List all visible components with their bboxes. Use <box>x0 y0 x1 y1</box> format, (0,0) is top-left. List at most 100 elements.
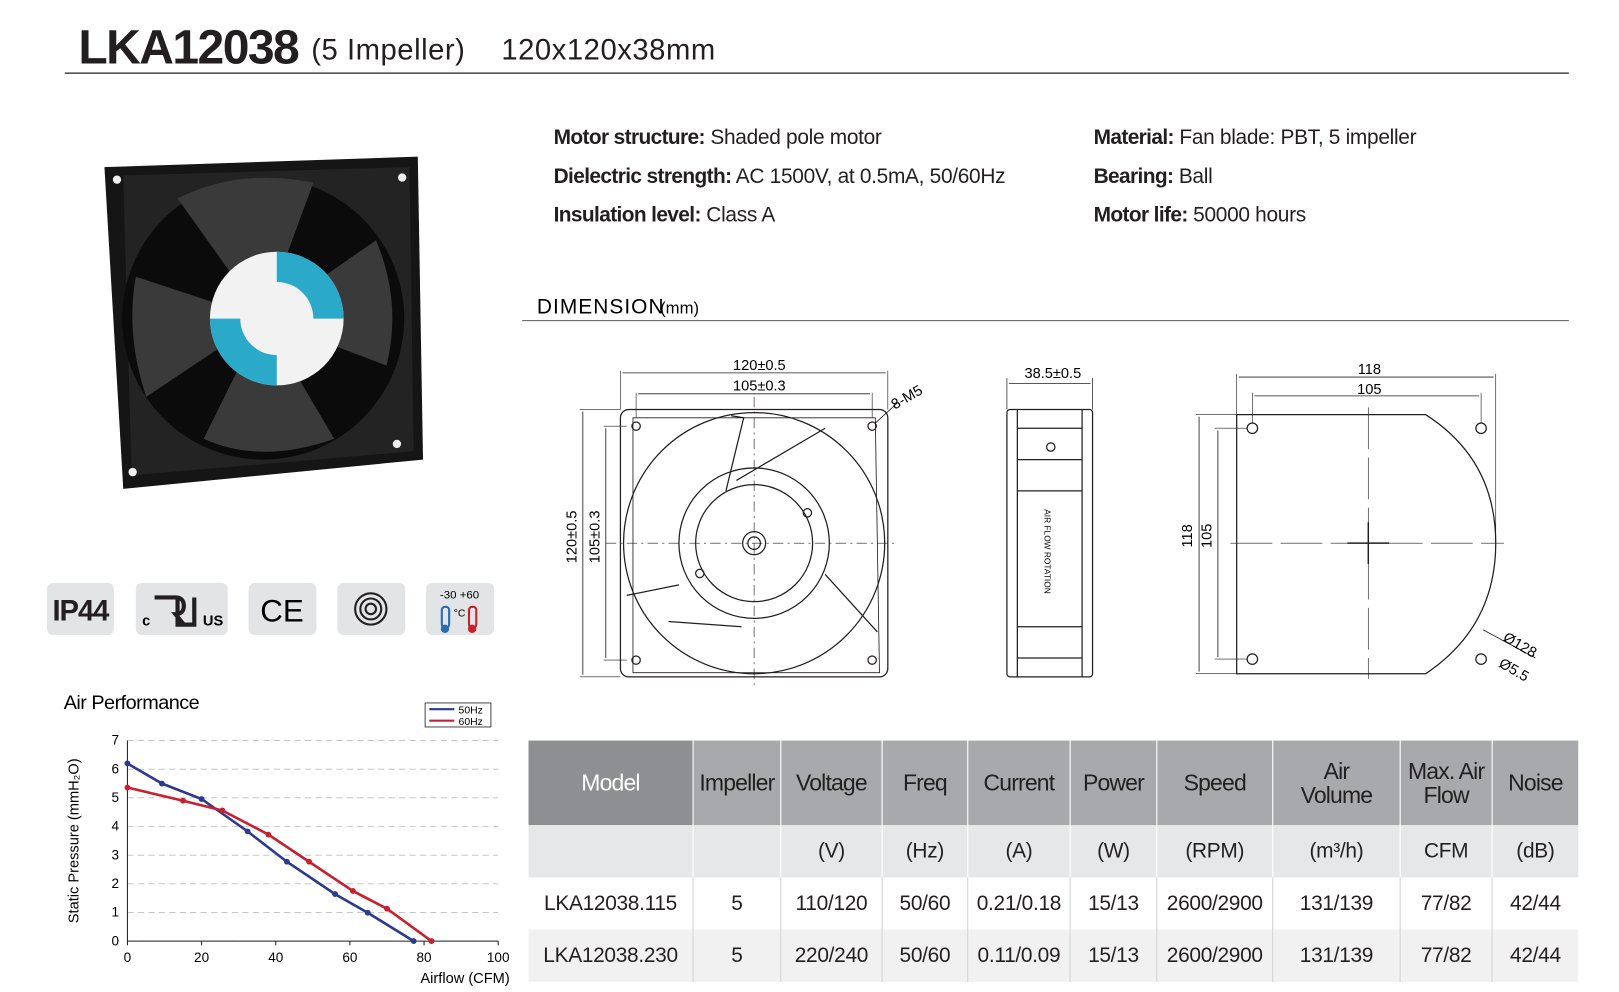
header-text: Voltage <box>796 769 868 796</box>
table-cell: (V) <box>780 825 883 878</box>
dim-label: 118 <box>1358 362 1381 378</box>
legend-label: 60Hz <box>459 717 483 728</box>
model-title: LKA12038 <box>78 19 299 75</box>
data-point <box>332 891 339 898</box>
data-point <box>124 784 131 791</box>
y-tick-label: 6 <box>112 761 120 776</box>
table-cell: 2600/2900 <box>1156 877 1273 930</box>
table-cell: 42/44 <box>1491 877 1579 930</box>
cell-text: 2600/2900 <box>1166 943 1263 967</box>
table-cell: (A) <box>967 825 1071 878</box>
table-cell: Freq <box>881 740 968 826</box>
header-text: Max. Air Flow <box>1407 757 1485 808</box>
spec-value: Fan blade: PBT, 5 impeller <box>1179 126 1417 150</box>
size: 120x120x38mm <box>501 33 716 66</box>
dimension-unit: (mm) <box>660 298 699 317</box>
data-point <box>244 828 251 835</box>
data-point <box>283 858 290 865</box>
table-cell: Max. Air Flow <box>1399 740 1493 826</box>
x-tick-label: 100 <box>487 950 510 965</box>
header-text: Noise <box>1508 769 1563 796</box>
spec-value: 50000 hours <box>1193 203 1306 227</box>
cell-text: 131/139 <box>1299 943 1374 967</box>
badge-ul-c: c <box>142 614 150 630</box>
dim-label: 105 <box>1200 524 1216 548</box>
cell-text: 110/120 <box>795 891 868 915</box>
cell-text: 0.11/0.09 <box>977 943 1061 967</box>
data-point <box>265 831 272 838</box>
spec-value: Shaded pole motor <box>710 126 882 150</box>
spec-value: Ball <box>1178 165 1213 189</box>
badge-ip: IP44 <box>52 595 110 627</box>
table-row: (V) (Hz) (A) (W) (RPM) (m³/h) CFM (dB) <box>528 825 1579 878</box>
series-line <box>126 762 415 943</box>
spec-value: Class A <box>706 203 775 227</box>
spec-value: AC 1500V, at 0.5mA, 50/60Hz <box>735 165 1006 189</box>
chart-title: Air Performance <box>64 692 200 714</box>
series-line <box>127 786 433 943</box>
header-text: Freq <box>902 769 948 796</box>
badge-ul-us: US <box>203 614 224 630</box>
dim-label: 38.5±0.5 <box>1024 366 1081 382</box>
dim-label: 118 <box>1180 524 1196 547</box>
data-point <box>219 807 226 814</box>
table-cell: 5 <box>692 877 781 930</box>
table-cell: 5 <box>692 929 781 982</box>
cell-text: 50/60 <box>899 943 951 967</box>
cell-text: 131/139 <box>1299 891 1374 915</box>
badge-temp-unit: °C <box>454 608 466 619</box>
badge-ce: CE <box>260 593 304 628</box>
cell-text: (m³/h) <box>1309 839 1364 863</box>
table-cell: Noise <box>1491 740 1579 826</box>
header-text: Model <box>581 769 640 796</box>
dim-label: 105±0.3 <box>588 511 604 564</box>
header-text: Speed <box>1183 769 1247 796</box>
table-row: LKA12038.115 5 110/120 50/60 0.21/0.18 15/13 2… <box>529 877 1579 930</box>
cell-text: (W) <box>1097 839 1130 863</box>
table-cell: 0.11/0.09 <box>967 929 1071 982</box>
data-point <box>306 858 313 865</box>
dimension-heading: DIMENSION <box>537 295 665 318</box>
table-cell: 131/139 <box>1272 929 1401 982</box>
data-point <box>198 796 205 802</box>
table-cell: Voltage <box>780 740 883 826</box>
data-point <box>410 938 417 945</box>
cell-text: 77/82 <box>1420 891 1472 915</box>
table-cell: Air Volume <box>1272 740 1401 826</box>
y-axis-label: Static Pressure (mmH₂O) <box>66 758 82 923</box>
table-cell: (Hz) <box>881 825 968 878</box>
cell-text: 5 <box>731 943 743 967</box>
back-view <box>1195 373 1536 679</box>
cell-text: 5 <box>731 891 743 915</box>
cell-text: 77/82 <box>1420 943 1472 967</box>
air-performance-chart: Air Performance 0 1 2 3 4 5 6 7 0 20 40 60 80 100 Airfl… <box>64 692 510 987</box>
x-tick-label: 80 <box>417 950 433 965</box>
y-tick-label: 0 <box>112 933 120 948</box>
dim-label: 120±0.5 <box>565 511 581 564</box>
table-cell: CFM <box>1399 825 1493 878</box>
spec-item: Motor structure: Shaded pole motor <box>554 126 882 150</box>
dim-label: 8-M5 <box>889 383 926 414</box>
cell-text: LKA12038.115 <box>544 891 677 915</box>
cell-text: 42/44 <box>1510 943 1561 967</box>
dim-label: 105 <box>1357 382 1381 398</box>
cell-text: (Hz) <box>905 839 945 863</box>
table-cell <box>528 825 694 878</box>
data-point <box>158 780 165 787</box>
cell-text: 2600/2900 <box>1166 891 1263 915</box>
subtitle: (5 Impeller) <box>311 33 466 66</box>
cell-text: 0.21/0.18 <box>976 891 1062 915</box>
spec-label: Insulation level: <box>553 203 702 227</box>
table-cell: LKA12038.230 <box>528 929 694 982</box>
data-point <box>180 797 186 804</box>
spec-label: Motor life: <box>1093 203 1189 227</box>
header-text: Air Volume <box>1300 757 1373 808</box>
y-tick-label: 3 <box>112 847 120 862</box>
spec-item: Material: Fan blade: PBT, 5 impeller <box>1094 126 1417 150</box>
spec-label: Material: <box>1093 126 1175 150</box>
table-cell: Model <box>528 740 694 826</box>
x-tick-label: 20 <box>194 950 210 965</box>
table-cell: (W) <box>1069 825 1157 878</box>
